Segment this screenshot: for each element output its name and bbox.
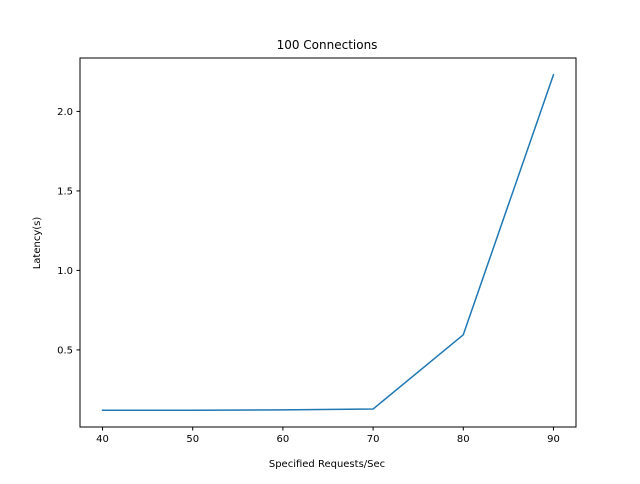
x-tick-label: 90 [547,434,560,445]
y-axis: 0.5 1.0 1.5 2.0 [57,107,80,356]
x-tick-label: 40 [96,434,109,445]
x-axis: 40 50 60 70 80 90 [96,427,560,445]
x-tick-label: 60 [277,434,290,445]
series-line [101,73,555,412]
y-axis-label: Latency(s) [32,217,43,270]
series-layer [101,73,555,412]
y-tick-label: 1.0 [57,266,73,277]
x-tick-label: 70 [367,434,380,445]
y-tick-label: 2.0 [57,107,73,118]
plot-area [79,57,577,428]
y-tick-label: 1.5 [57,186,73,197]
y-tick-label: 0.5 [57,345,73,356]
x-tick-label: 80 [457,434,470,445]
x-axis-label: Specified Requests/Sec [269,459,385,470]
chart-title: 100 Connections [277,38,378,52]
x-tick-label: 50 [186,434,199,445]
